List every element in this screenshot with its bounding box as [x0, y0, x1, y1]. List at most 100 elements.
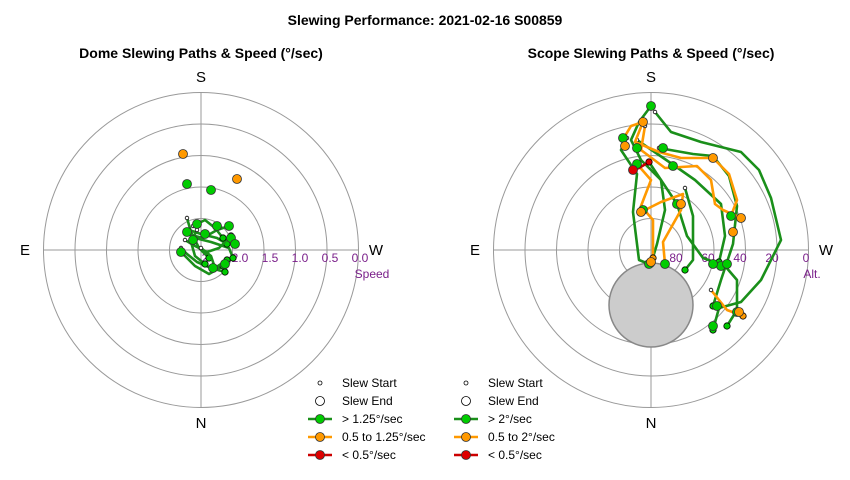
- scope-speed-marker: [708, 153, 718, 163]
- scope-radial-axis-label: Alt.: [803, 267, 820, 281]
- dome-legend-medium-marker: [315, 432, 325, 442]
- dome-speed-marker: [176, 247, 186, 257]
- scope-speed-marker: [620, 141, 630, 151]
- scope-radial-tick: 0: [803, 251, 810, 265]
- scope-slew-end: [681, 266, 689, 274]
- dome-legend-slow-marker: [315, 450, 325, 460]
- scope-slew-path: [653, 110, 783, 332]
- scope-speed-marker: [638, 117, 648, 127]
- dome-slew-path: [193, 236, 235, 260]
- scope-chart: Scope Slewing Paths & Speed (°/sec) S N E W 8…: [454, 45, 834, 462]
- scope-speed-marker: [668, 161, 678, 171]
- scope-speed-marker: [636, 207, 646, 217]
- dome-slew-start: [182, 237, 188, 243]
- dome-speed-marker: [232, 174, 242, 184]
- scope-legend-label: Slew Start: [488, 376, 543, 390]
- dome-cardinal-top: S: [196, 69, 206, 86]
- dome-speed-marker: [188, 235, 198, 245]
- scope-legend-label: Slew End: [488, 394, 539, 408]
- scope-slew-path: [623, 120, 739, 218]
- dome-speed-marker: [200, 229, 210, 239]
- dome-legend-start-marker: [317, 380, 323, 386]
- scope-cardinal-right: W: [819, 242, 834, 259]
- scope-speed-marker: [646, 101, 656, 111]
- scope-slew-path: [635, 138, 727, 264]
- dome-speed-marker: [206, 185, 216, 195]
- dome-legend-fast-marker: [315, 414, 325, 424]
- scope-speed-marker: [660, 259, 670, 269]
- dome-chart-title: Dome Slewing Paths & Speed (°/sec): [79, 45, 323, 61]
- dome-speed-marker: [224, 221, 234, 231]
- scope-speed-marker: [736, 213, 746, 223]
- scope-legend-slow-marker: [461, 450, 471, 460]
- scope-legend-label: > 2°/sec: [488, 412, 532, 426]
- scope-slew-start: [708, 287, 714, 293]
- dome-slew-end: [229, 254, 237, 262]
- scope-slew-end: [723, 322, 731, 330]
- scope-radial-tick: 80: [669, 251, 683, 265]
- dome-speed-marker: [230, 239, 240, 249]
- dome-radial-axis-label: Speed: [355, 267, 390, 281]
- page-title: Slewing Performance: 2021-02-16 S00859: [288, 12, 563, 28]
- dome-legend-label: Slew End: [342, 394, 393, 408]
- scope-speed-marker: [628, 165, 638, 175]
- scope-speed-marker: [726, 211, 736, 221]
- dome-slew-end: [221, 268, 229, 276]
- dome-slew-end: [219, 234, 227, 242]
- dome-speed-marker: [212, 221, 222, 231]
- dome-legend-label: 0.5 to 1.25°/sec: [342, 430, 426, 444]
- scope-speed-marker: [722, 259, 732, 269]
- scope-speed-marker: [646, 257, 656, 267]
- dome-radial-tick: 1.5: [262, 251, 279, 265]
- scope-slew-start: [682, 185, 688, 191]
- scope-legend: Slew Start Slew End > 2°/sec 0.5 to 2°/sec <…: [454, 376, 555, 462]
- dome-speed-marker: [192, 219, 202, 229]
- dome-speed-marker: [208, 263, 218, 273]
- scope-legend-end-marker: [461, 396, 471, 406]
- scope-speed-marker: [708, 321, 718, 331]
- scope-slew-start: [652, 109, 658, 115]
- scope-speed-marker: [728, 227, 738, 237]
- dome-cardinal-bottom: N: [196, 415, 207, 432]
- scope-slew-path: [639, 124, 743, 220]
- dome-radial-tick: 0.5: [322, 251, 339, 265]
- scope-speed-marker: [618, 133, 628, 143]
- dome-cardinal-left: E: [20, 242, 30, 259]
- dome-legend: Slew Start Slew End > 1.25°/sec 0.5 to 1.25…: [308, 376, 426, 462]
- dome-legend-label: > 1.25°/sec: [342, 412, 403, 426]
- scope-speed-marker: [708, 259, 718, 269]
- dome-chart: Dome Slewing Paths & Speed (°/sec) S N E W 2 2…: [20, 45, 426, 462]
- scope-cardinal-left: E: [470, 242, 480, 259]
- dome-speed-marker: [220, 259, 230, 269]
- dome-radial-tick: 2.0: [232, 251, 249, 265]
- dome-speed-marker: [178, 149, 188, 159]
- scope-legend-label: < 0.5°/sec: [488, 448, 542, 462]
- dome-slew-start: [184, 215, 190, 221]
- scope-legend-start-marker: [463, 380, 469, 386]
- dome-radial-tick: 1.0: [292, 251, 309, 265]
- dome-legend-end-marker: [315, 396, 325, 406]
- scope-zenith-blind-spot: [608, 262, 694, 348]
- scope-legend-medium-marker: [461, 432, 471, 442]
- dome-radial-tick: 2: [202, 251, 209, 265]
- scope-slew-end: [645, 158, 653, 166]
- scope-speed-marker: [658, 143, 668, 153]
- scope-cardinal-top: S: [646, 69, 656, 86]
- scope-radial-tick: 40: [733, 251, 747, 265]
- dome-slew-start: [198, 245, 204, 251]
- dome-radial-tick: 0.0: [352, 251, 369, 265]
- scope-speed-marker: [712, 301, 722, 311]
- dome-cardinal-right: W: [369, 242, 384, 259]
- scope-speed-marker: [734, 307, 744, 317]
- scope-legend-label: 0.5 to 2°/sec: [488, 430, 555, 444]
- scope-slew-path: [683, 186, 695, 272]
- scope-legend-fast-marker: [461, 414, 471, 424]
- scope-cardinal-bottom: N: [646, 415, 657, 432]
- dome-speed-marker: [182, 179, 192, 189]
- scope-speed-marker: [632, 143, 642, 153]
- dome-speed-marker: [182, 227, 192, 237]
- dome-legend-label: Slew Start: [342, 376, 397, 390]
- scope-speed-marker: [676, 199, 686, 209]
- dome-legend-label: < 0.5°/sec: [342, 448, 396, 462]
